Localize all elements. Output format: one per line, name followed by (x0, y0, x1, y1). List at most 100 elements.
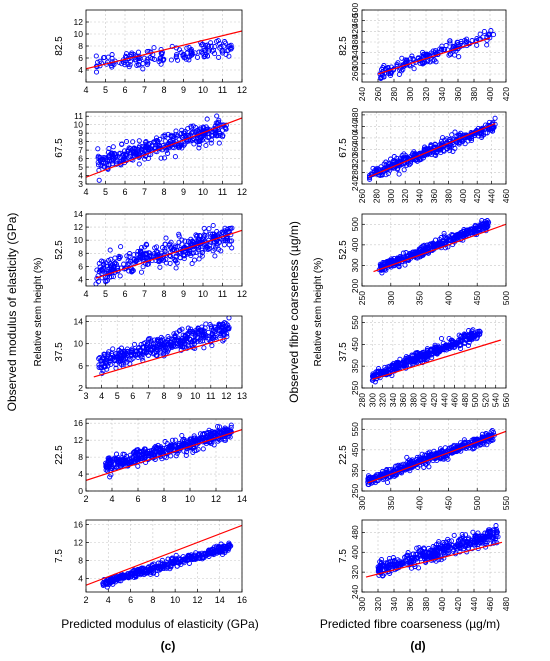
y-tick-label: 350 (350, 463, 360, 477)
y-tick-label: 240 (350, 177, 360, 191)
data-point (134, 62, 140, 68)
caption-c: (c) (161, 639, 176, 653)
data-point (446, 237, 452, 243)
data-point (151, 344, 157, 351)
data-point (458, 337, 464, 343)
x-tick-label: 14 (215, 595, 225, 605)
data-point (147, 349, 153, 355)
data-point (171, 558, 177, 564)
data-point (387, 260, 393, 266)
data-point (456, 234, 462, 240)
data-point (162, 248, 168, 254)
fit-line (377, 37, 491, 75)
fit-line (367, 430, 506, 484)
y-tick-label: 10 (74, 339, 84, 349)
data-point (182, 238, 188, 244)
data-point (207, 430, 213, 436)
height-value-label: 37.5 (54, 342, 65, 362)
data-point (377, 566, 384, 572)
data-point (433, 451, 439, 457)
data-point (214, 543, 220, 549)
data-point (137, 143, 143, 149)
x-tick-label: 360 (398, 393, 408, 407)
fit-line (368, 122, 496, 178)
data-point (199, 236, 206, 242)
data-point (219, 48, 225, 54)
data-point (171, 256, 177, 262)
data-point (214, 113, 220, 119)
data-point (191, 257, 198, 263)
data-point (486, 31, 492, 37)
data-point (144, 58, 150, 65)
left-height-label: Relative stem height (%) (33, 258, 44, 367)
data-point (146, 564, 152, 570)
y-tick-label: 10 (74, 29, 84, 39)
data-point (199, 332, 205, 338)
data-point (155, 560, 161, 566)
data-point (380, 372, 386, 378)
data-point (451, 342, 457, 348)
data-point (192, 332, 199, 338)
point-cloud (93, 222, 235, 286)
y-tick-label: 6 (78, 154, 83, 164)
data-point (210, 47, 217, 53)
plot-frame (85, 519, 243, 593)
data-point (403, 250, 409, 256)
data-point (466, 335, 472, 341)
x-tick-label: 400 (437, 597, 447, 611)
height-value-label: 82.5 (338, 36, 349, 56)
plot-frame (361, 418, 507, 492)
data-point (490, 126, 496, 132)
data-point (96, 362, 102, 368)
data-point (97, 354, 103, 361)
data-point (198, 137, 204, 143)
data-point (458, 130, 464, 136)
data-point (182, 130, 188, 136)
x-tick-label: 2 (83, 494, 88, 504)
y-tick-label: 16 (74, 418, 84, 428)
height-value-label: 7.5 (54, 549, 65, 563)
data-point (422, 452, 428, 458)
fit-line (372, 339, 502, 380)
y-tick-label: 420 (350, 24, 360, 38)
data-point (112, 456, 118, 462)
data-point (124, 346, 130, 352)
data-point (173, 330, 179, 336)
data-point (158, 55, 164, 61)
data-point (446, 538, 452, 544)
data-point (112, 154, 118, 160)
data-point (409, 457, 415, 463)
x-tick-label: 380 (421, 597, 431, 611)
data-point (213, 334, 219, 340)
data-point (384, 166, 390, 172)
data-point (228, 422, 234, 428)
data-point (396, 171, 402, 177)
data-point (414, 360, 420, 366)
data-point (204, 53, 211, 59)
data-point (470, 540, 476, 546)
point-cloud (376, 217, 492, 276)
x-tick-label: 3 (83, 391, 88, 401)
data-point (107, 474, 113, 480)
y-tick-label: 2 (78, 383, 83, 393)
data-point (187, 336, 193, 342)
data-point (113, 362, 119, 368)
data-point (421, 556, 428, 562)
data-point (130, 139, 136, 145)
data-point (477, 31, 483, 37)
data-point (145, 145, 151, 151)
data-point (381, 563, 387, 569)
data-point (170, 556, 176, 562)
x-tick-label: 10 (185, 494, 195, 504)
y-tick-label: 450 (350, 442, 360, 456)
data-point (194, 233, 200, 240)
data-point (494, 529, 500, 535)
data-point (415, 565, 422, 571)
x-tick-label: 400 (458, 189, 468, 203)
data-point (133, 457, 139, 463)
data-point (409, 352, 415, 358)
data-point (94, 275, 100, 281)
x-tick-label: 400 (419, 393, 429, 407)
